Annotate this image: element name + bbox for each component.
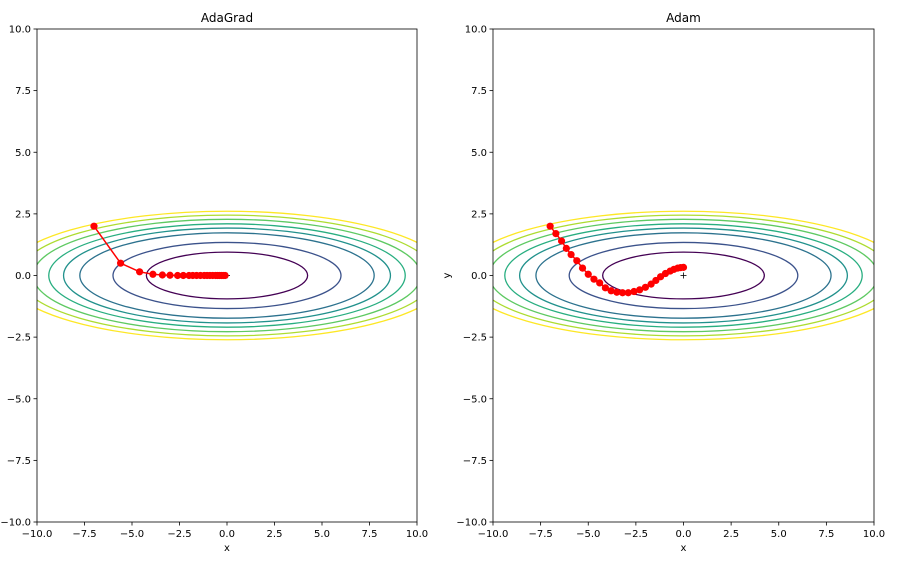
y-tick-label: −10.0	[456, 518, 487, 529]
x-tick-label: −5.0	[120, 529, 144, 540]
x-tick-label: 2.5	[723, 529, 739, 540]
contour-group	[493, 210, 874, 341]
contour-line	[493, 214, 874, 337]
data-point	[166, 271, 174, 279]
data-point	[557, 237, 566, 245]
data-point	[552, 229, 560, 238]
data-point	[546, 222, 554, 230]
x-axis-label: x	[224, 543, 230, 554]
data-point	[584, 270, 592, 278]
data-point	[624, 289, 632, 297]
data-point	[590, 275, 598, 283]
y-tick-label: 0.0	[15, 271, 31, 282]
x-tick-label: −10.0	[478, 529, 509, 540]
y-tick-label: 7.5	[15, 86, 31, 97]
y-tick-label: 2.5	[471, 209, 487, 220]
adam-axes: −10.0 −7.5 −5.0 −2.5 0.0 2.5 5.0 7.5 10.0 10.0 7.5…	[442, 11, 885, 554]
data-point	[221, 271, 229, 280]
contour-line	[568, 241, 799, 310]
y-tick-label: −7.5	[463, 456, 487, 467]
contour-line	[37, 218, 417, 333]
data-point	[636, 286, 644, 294]
x-tick-label: 7.5	[362, 529, 378, 540]
data-point	[136, 268, 144, 276]
series-group	[90, 222, 229, 280]
data-point	[601, 284, 609, 292]
y-tick-label: 10.0	[465, 25, 487, 36]
y-tick-label: 10.0	[9, 25, 31, 36]
y-tick-label: −5.0	[7, 394, 31, 405]
y-tick-label: 0.0	[471, 271, 487, 282]
y-tick-label: 5.0	[471, 148, 487, 159]
data-point	[607, 287, 615, 295]
contour-line	[112, 241, 342, 310]
contour-line	[493, 210, 874, 341]
x-tick-label: 10.0	[406, 529, 428, 540]
contour-line	[535, 232, 832, 319]
data-point	[90, 222, 98, 230]
data-point	[158, 271, 166, 279]
contour-line	[79, 232, 375, 319]
x-axis-label: x	[681, 543, 687, 554]
data-point	[613, 288, 621, 296]
chart-title: AdaGrad	[201, 11, 253, 25]
contour-line	[145, 251, 309, 300]
y-axis-label: y	[442, 272, 453, 278]
data-point	[174, 271, 182, 280]
y-tick-label: 2.5	[15, 209, 31, 220]
y-tick-label: −2.5	[7, 333, 31, 344]
contour-line	[504, 223, 863, 328]
contour-line	[62, 227, 392, 324]
y-tick-label: −2.5	[463, 333, 487, 344]
contour-line	[493, 218, 874, 333]
data-point	[578, 264, 587, 272]
series-line	[549, 225, 684, 294]
x-tick-label: −7.5	[528, 529, 552, 540]
y-tick-label: 7.5	[471, 86, 487, 97]
contour-line	[37, 214, 417, 337]
data-point	[630, 287, 638, 296]
x-tick-label: 0.0	[676, 529, 692, 540]
x-tick-label: −10.0	[22, 529, 53, 540]
data-point	[573, 257, 581, 265]
contour-line	[37, 210, 417, 341]
data-point	[679, 263, 688, 271]
y-tick-label: 5.0	[15, 148, 31, 159]
data-point	[641, 283, 650, 291]
x-tick-label: 10.0	[863, 529, 885, 540]
x-tick-label: −5.0	[576, 529, 600, 540]
x-tick-label: −2.5	[624, 529, 648, 540]
data-point	[149, 270, 157, 278]
y-tick-label: −5.0	[463, 394, 487, 405]
adagrad-axes: −10.0 −7.5 −5.0 −2.5 0.0 2.5 5.0 7.5 10.0 10.0 7.5…	[0, 11, 428, 554]
x-tick-label: 5.0	[314, 529, 330, 540]
series-group	[546, 222, 688, 297]
data-point	[117, 259, 125, 267]
contour-line	[602, 251, 765, 300]
data-point	[567, 250, 575, 259]
contour-line	[518, 227, 849, 324]
y-tick-label: −10.0	[0, 518, 31, 529]
data-point	[179, 271, 187, 280]
x-tick-label: 5.0	[771, 529, 787, 540]
x-tick-label: 0.0	[219, 529, 235, 540]
x-tick-label: 7.5	[818, 529, 834, 540]
y-tick-label: −7.5	[7, 456, 31, 467]
contour-group	[37, 210, 417, 341]
contour-line	[48, 223, 406, 328]
x-tick-label: 2.5	[267, 529, 283, 540]
data-point	[618, 289, 627, 297]
x-tick-label: −7.5	[72, 529, 96, 540]
data-point	[562, 244, 570, 252]
data-point	[596, 279, 604, 287]
x-tick-label: −2.5	[167, 529, 191, 540]
chart-title: Adam	[666, 11, 701, 25]
